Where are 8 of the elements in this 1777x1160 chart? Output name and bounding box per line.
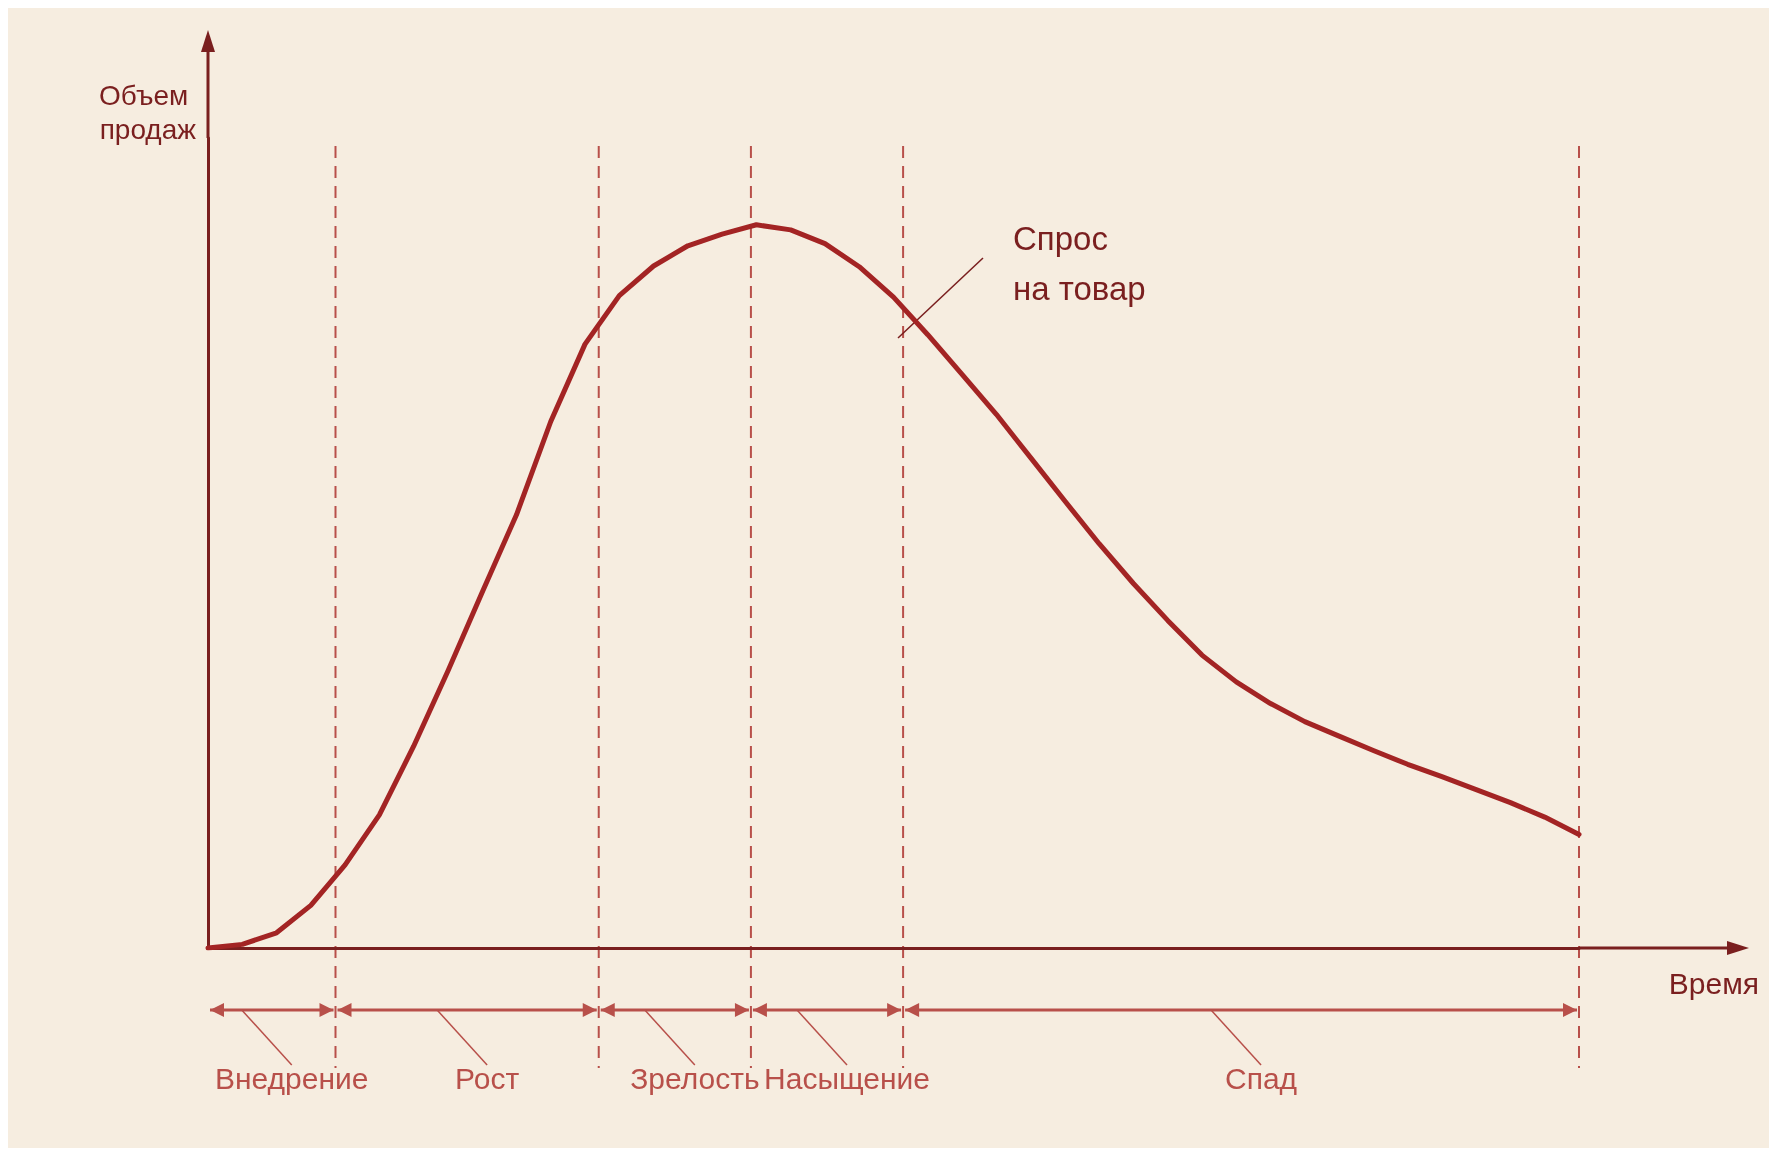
text: Зрелость [630,1061,760,1095]
annotation: Спрос на товар [1013,219,1146,307]
text: Насыщение [764,1061,930,1095]
y-axis-title: Объем продаж [99,79,197,145]
text: Внедрение [215,1061,369,1095]
x-axis-title: Время [1668,966,1759,1000]
text: Рост [455,1061,520,1095]
text: Спад [1224,1061,1298,1095]
